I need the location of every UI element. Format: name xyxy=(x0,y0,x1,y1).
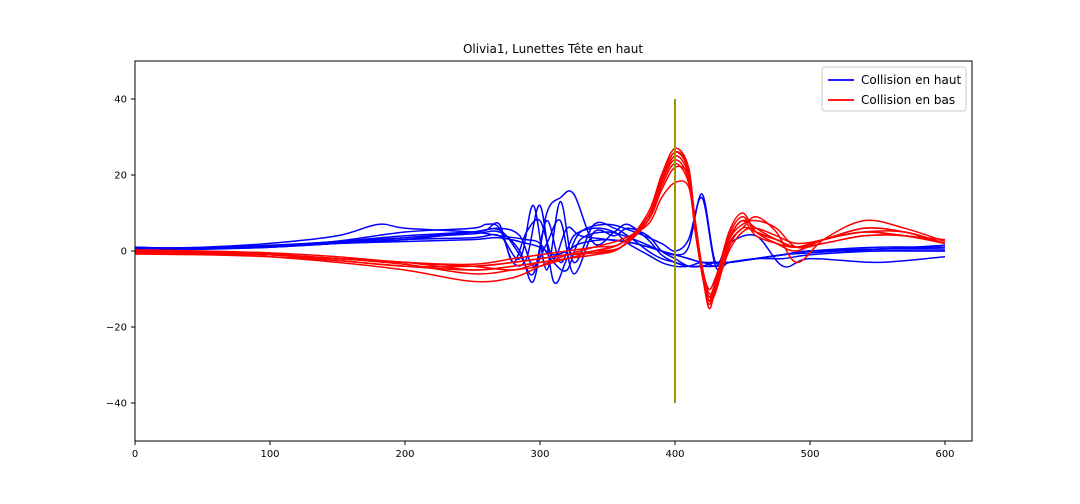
red-series-line-2 xyxy=(134,147,946,306)
legend-box xyxy=(821,66,967,112)
x-tick-label: 500 xyxy=(800,449,819,460)
x-tick-label: 200 xyxy=(395,449,414,460)
blue-series-line-5 xyxy=(134,193,946,268)
chart-title: Olivia1, Lunettes Tête en haut xyxy=(463,42,643,56)
red-series-line-1 xyxy=(134,155,946,298)
red-series-line-5 xyxy=(134,180,946,295)
y-tick-label: 20 xyxy=(114,171,127,182)
legend-label: Collision en haut xyxy=(861,73,961,87)
red-series-line-7 xyxy=(134,162,946,303)
y-axis: 40 20 0 −20 −40 xyxy=(106,95,135,410)
y-tick-label: 0 xyxy=(121,247,127,258)
red-series-line-4 xyxy=(134,165,946,291)
x-tick-label: 300 xyxy=(530,449,549,460)
x-axis: 0 100 200 300 400 500 600 xyxy=(132,441,955,460)
red-series-line-8 xyxy=(134,151,946,310)
y-tick-label: 40 xyxy=(114,95,127,106)
blue-series-line-8 xyxy=(134,223,946,272)
series-layer xyxy=(134,147,946,310)
x-tick-label: 600 xyxy=(935,449,954,460)
legend: Collision en haut Collision en bas xyxy=(821,66,967,112)
y-tick-label: −40 xyxy=(106,399,127,410)
x-tick-label: 0 xyxy=(132,449,138,460)
legend-label: Collision en bas xyxy=(861,93,955,107)
red-series-line-6 xyxy=(134,159,946,299)
x-tick-label: 400 xyxy=(665,449,684,460)
y-tick-label: −20 xyxy=(106,323,127,334)
x-tick-label: 100 xyxy=(260,449,279,460)
red-series-line-3 xyxy=(134,151,946,302)
